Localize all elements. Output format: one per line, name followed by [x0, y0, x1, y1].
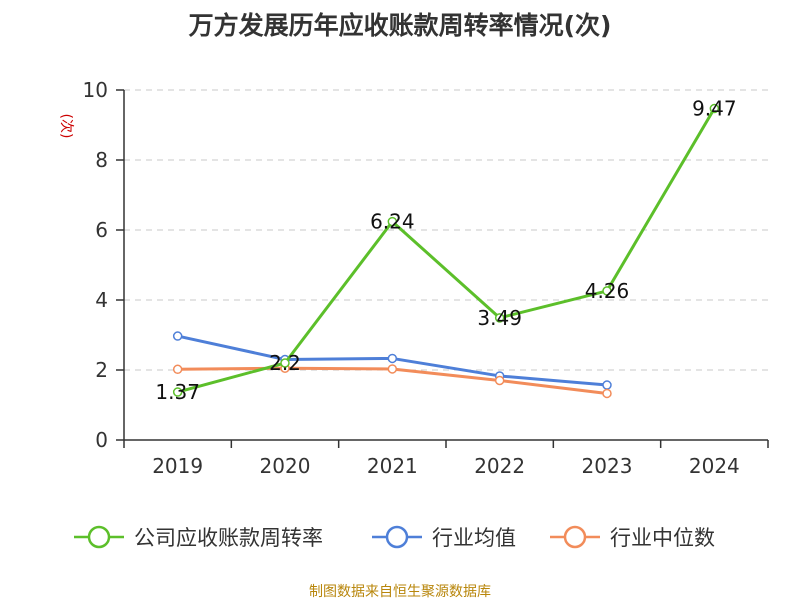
x-tick-label: 2024 [689, 454, 740, 478]
legend-marker [87, 525, 111, 549]
x-tick-label: 2022 [474, 454, 525, 478]
series-line [177, 107, 716, 394]
y-tick-label: 0 [95, 428, 108, 452]
y-tick-label: 4 [95, 288, 108, 312]
data-label: 9.47 [692, 97, 737, 121]
grid-lines [124, 89, 768, 371]
axes: 0 2 4 6 8 10 2019 2020 2021 2022 2023 2024 [83, 78, 769, 478]
data-point [494, 313, 505, 323]
plot-series [172, 103, 720, 399]
data-point [387, 216, 398, 227]
legend: 公司应收账款周转率 行业均值 行业中位数 [74, 525, 715, 550]
data-point [387, 364, 398, 374]
data-point [387, 353, 398, 364]
legend-label: 行业中位数 [610, 526, 715, 550]
legend-item: 行业均值 [372, 525, 516, 550]
data-point [172, 331, 183, 341]
x-tick-label: 2019 [152, 454, 203, 478]
data-label: 4.26 [585, 279, 630, 303]
y-axis-unit-label: (次) [58, 114, 74, 139]
legend-marker [385, 525, 409, 549]
legend-item: 公司应收账款周转率 [74, 525, 323, 550]
legend-label: 公司应收账款周转率 [134, 526, 323, 550]
legend-item: 行业中位数 [550, 525, 715, 550]
data-label: 3.49 [477, 306, 522, 330]
y-tick-label: 8 [95, 148, 108, 172]
legend-marker [563, 525, 587, 549]
data-labels: 1.37 2.2 6.24 3.49 4.26 9.47 [155, 97, 737, 404]
data-point [602, 380, 612, 390]
data-point [709, 103, 720, 114]
data-label: 6.24 [370, 210, 415, 234]
data-point [494, 375, 505, 386]
y-tick-label: 2 [95, 358, 108, 382]
x-tick-label: 2023 [582, 454, 633, 478]
data-point [172, 387, 183, 397]
legend-label: 行业均值 [432, 526, 516, 550]
data-point [602, 286, 612, 296]
y-tick-label: 10 [83, 78, 108, 102]
x-tick-label: 2020 [260, 454, 311, 478]
data-label: 2.2 [269, 351, 301, 375]
y-tick-label: 6 [95, 218, 108, 242]
data-point [602, 388, 612, 399]
x-tick-label: 2021 [367, 454, 418, 478]
chart-title: 万方发展历年应收账款周转率情况(次) [189, 11, 612, 40]
data-point [280, 358, 290, 368]
source-note: 制图数据来自恒生聚源数据库 [309, 584, 491, 600]
data-label: 1.37 [155, 380, 200, 404]
data-point [172, 364, 183, 375]
